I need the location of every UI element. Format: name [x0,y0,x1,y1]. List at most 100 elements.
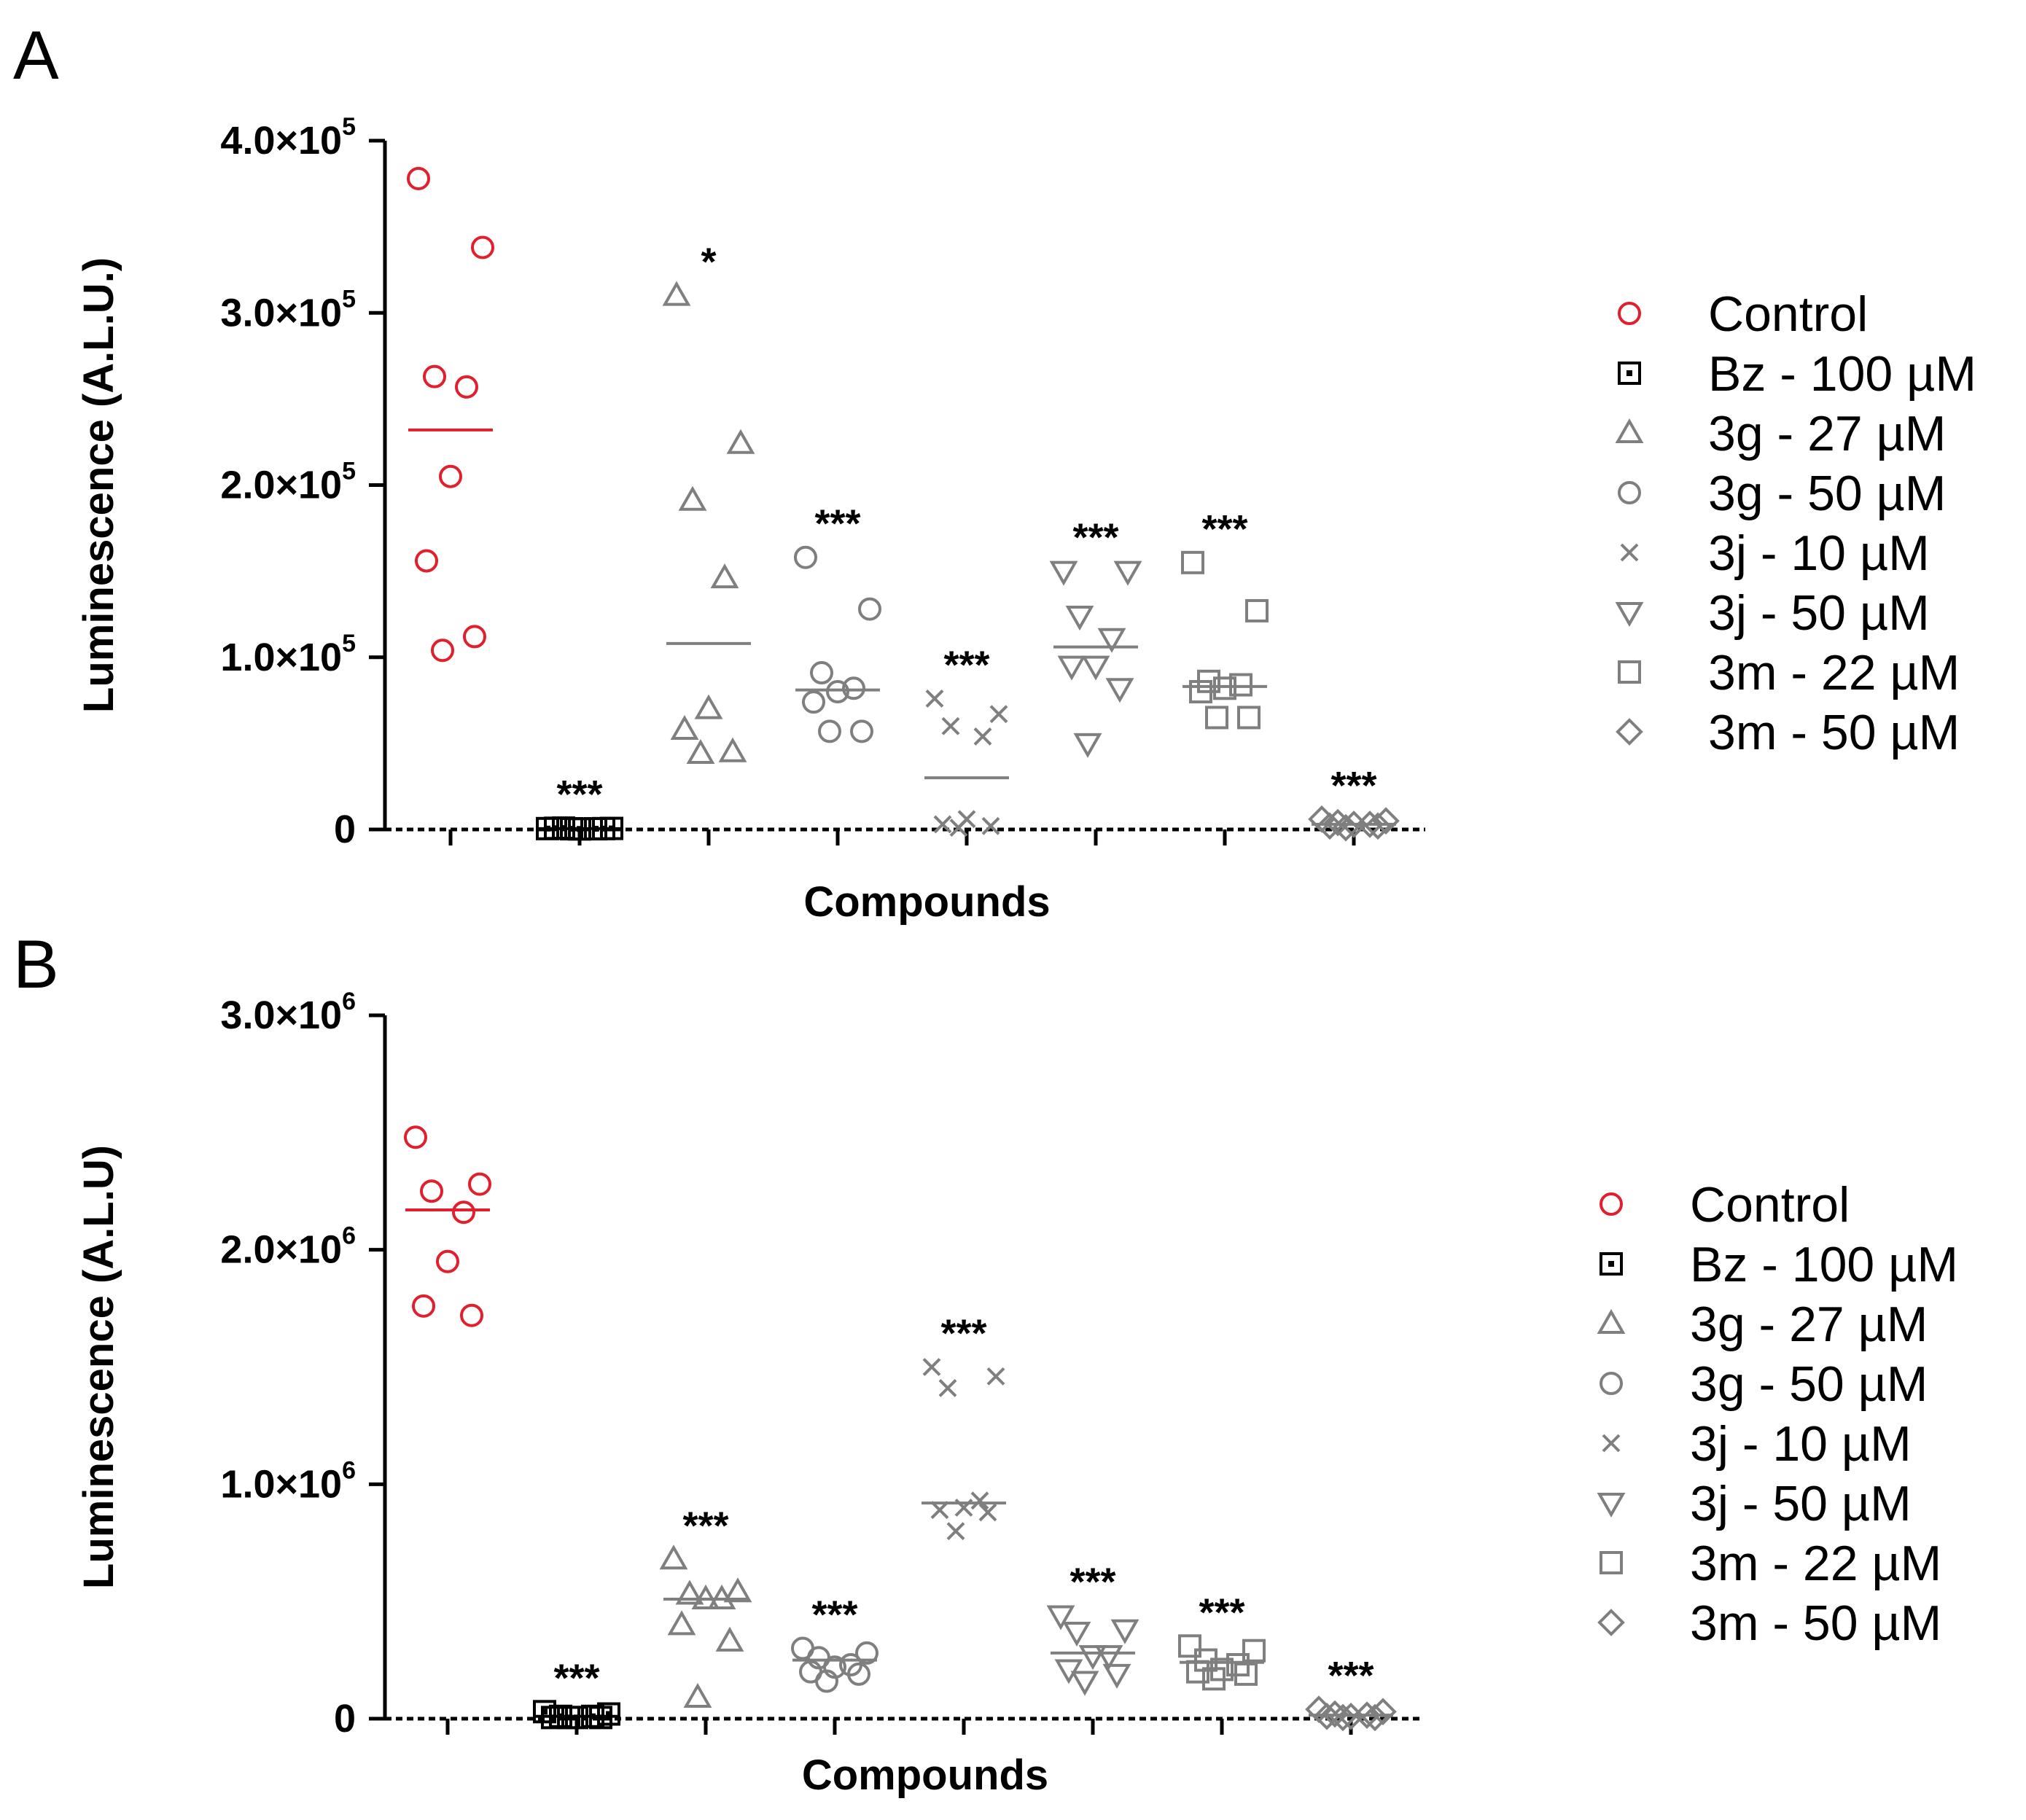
data-point [726,429,755,454]
data-point [842,676,865,700]
data-point-box [1178,1634,1201,1658]
legend-label: Control [1690,1177,1850,1233]
data-point [1234,1662,1258,1686]
legend-label: Bz - 100 µM [1708,346,1976,402]
data-point [1340,811,1368,838]
significance-label: *** [682,1504,728,1547]
data-point [678,485,707,511]
data-point-box [1245,598,1269,622]
data-point [1110,1619,1139,1644]
data-point [1046,1605,1075,1630]
series-2: *** [533,1656,620,1735]
legend-item: 3g - 50 µM [1600,1356,1928,1412]
data-point [407,166,430,190]
y-tick-mantissa: 2.0×10 [220,464,342,507]
data-point [1113,561,1142,586]
y-tick-mantissa: 3.0×10 [220,993,342,1037]
legend-label: 3m - 22 µM [1690,1536,1941,1591]
data-point [989,705,1008,724]
panel-label-a: A [13,17,59,93]
data-point [1237,706,1261,730]
y-tick-exponent: 5 [342,630,356,657]
data-point [1205,706,1228,730]
data-point [1372,807,1400,835]
legend-item: 3m - 22 µM [1618,645,1960,700]
legend-item: Bz - 100 µM [1618,346,1976,402]
y-tick-label: 0 [334,808,356,851]
legend-marker-box [1600,1551,1623,1574]
data-point [933,815,952,834]
x-axis-title: Compounds [802,1751,1048,1799]
data-point [715,1626,744,1652]
legend-marker [1618,481,1641,504]
legend-item: 3j - 10 µM [1620,526,1930,581]
data-point [694,694,723,719]
y-tick-label: 1.0×106 [220,1456,356,1506]
data-point-box [597,1702,620,1726]
y-tick-mantissa: 2.0×10 [220,1228,342,1272]
series-1 [404,1125,491,1735]
significance-label: * [701,241,716,284]
data-point [930,1501,949,1520]
legend-marker-dot [1608,1261,1614,1267]
series-8: *** [1308,764,1400,845]
y-tick-label: 3.0×106 [220,988,356,1037]
data-point [659,1544,688,1570]
data-point [1213,676,1236,700]
legend-marker [1618,362,1641,385]
panel-label-b: B [13,926,59,1002]
y-axis-title: Luminescence (A.L.U) [75,1145,122,1589]
data-point [662,281,691,306]
data-point [815,1669,838,1693]
data-point-box [1181,550,1204,574]
series-8: *** [1305,1654,1397,1735]
data-point [855,1641,878,1665]
data-point [412,1294,435,1318]
data-point [471,235,494,259]
data-point [810,661,833,685]
data-point [1105,678,1134,703]
y-tick-mantissa: 1.0×10 [220,636,342,679]
data-point [1324,808,1352,837]
data-point [420,1179,443,1203]
data-point [1181,550,1204,574]
legend-marker [1600,1192,1623,1216]
data-point [683,1683,712,1708]
legend-item: 3m - 50 µM [1597,1596,1941,1651]
data-point-box [1202,1667,1226,1691]
y-tick-exponent: 5 [342,458,356,485]
data-point-box [1242,1639,1266,1663]
data-point [436,1249,459,1273]
data-point [675,1579,704,1605]
data-point [1073,733,1102,758]
panel-b-chart: 0 1.0×106 2.0×106 3.0×106 Luminescence (A.L.… [75,988,1958,1799]
data-point-box [1234,1662,1258,1686]
legend-item: Control [1618,286,1868,342]
y-tick-label: 2.0×106 [220,1222,356,1272]
data-point [455,375,478,399]
legend-item: 3j - 10 µM [1602,1416,1912,1472]
series-1 [407,166,494,845]
legend-marker-dot [1626,370,1632,376]
data-point [404,1125,427,1149]
legend-label: 3m - 50 µM [1690,1596,1941,1651]
legend-marker [1618,302,1641,325]
legend-item: 3j - 50 µM [1615,585,1930,641]
data-point [460,1303,483,1327]
data-point [439,464,462,488]
y-tick-mantissa: 0 [334,808,356,851]
data-point [946,1522,965,1541]
data-point [818,719,841,743]
data-point [1329,1703,1357,1732]
panel-a-chart: 01.0×1052.0×1053.0×1054.0×105Luminescenc… [75,113,1976,926]
legend-marker [1615,418,1644,443]
data-point [858,597,881,621]
data-point [1097,628,1126,653]
data-point [463,625,486,649]
series-4: *** [791,1593,878,1735]
data-point [981,816,1000,835]
y-tick-label: 0 [334,1697,356,1741]
data-point [978,1503,997,1522]
